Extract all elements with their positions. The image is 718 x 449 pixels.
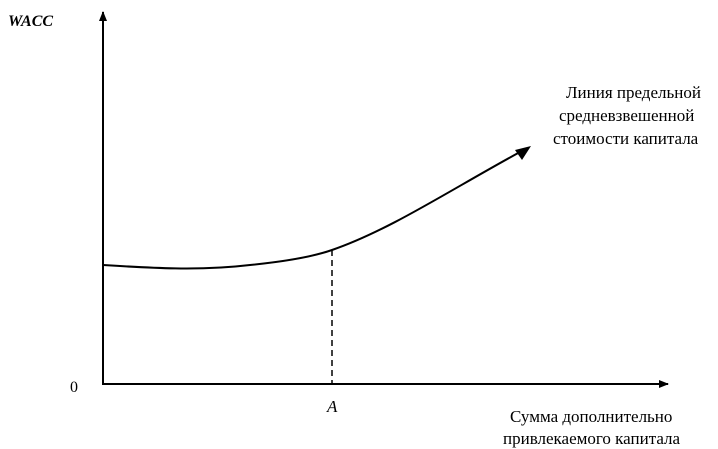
curve-label-line-1: Линия предельной xyxy=(566,83,701,102)
origin-label: 0 xyxy=(70,379,78,396)
marginal-wacc-curve xyxy=(102,151,521,270)
curve-label-line-3: стоимости капитала xyxy=(553,129,699,148)
x-axis-label-line-2: привлекаемого капитала xyxy=(503,429,681,448)
y-axis-label: WACC xyxy=(8,13,53,30)
x-axis-label-line-1: Сумма дополнительно xyxy=(510,407,672,426)
curve-label-line-2: средневзвешенной xyxy=(559,106,694,125)
point-a-label: A xyxy=(326,397,338,416)
curve-arrowhead xyxy=(515,146,531,160)
